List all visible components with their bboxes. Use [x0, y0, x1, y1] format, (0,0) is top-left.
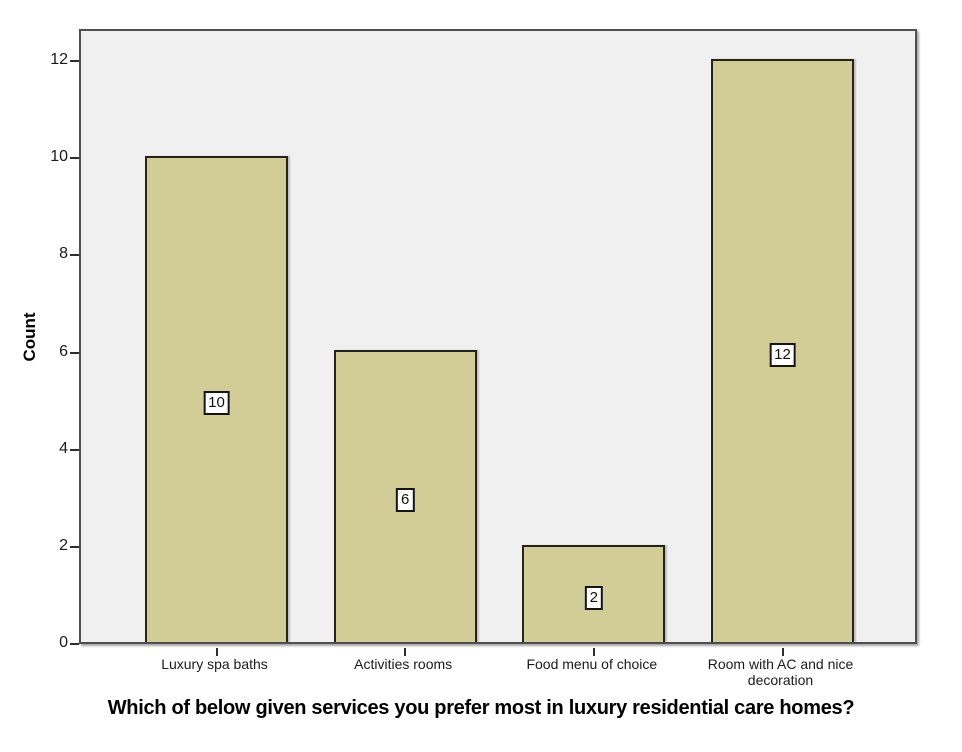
category-label: Room with AC and nice decoration [707, 656, 854, 688]
y-tick-mark [70, 157, 79, 160]
y-tick-mark [70, 448, 79, 451]
category-label: Luxury spa baths [161, 656, 268, 672]
y-tick-mark [70, 643, 79, 645]
y-tick-label: 12 [50, 51, 68, 68]
y-tick-mark [70, 60, 79, 62]
y-tick-label: 2 [59, 536, 68, 554]
category-label: Activities rooms [354, 656, 453, 672]
x-tick-mark [404, 648, 407, 656]
bar-value-label: 2 [584, 585, 603, 610]
y-tick-label: 10 [50, 148, 68, 166]
chart-title: Which of below given services you prefer… [107, 697, 855, 719]
x-tick-mark [592, 648, 595, 656]
y-tick-mark [70, 351, 79, 354]
x-tick-mark [215, 648, 218, 656]
y-tick-label: 6 [59, 342, 68, 360]
bar-value-label: 10 [203, 391, 230, 415]
plot-area: 10 6 2 12 [70, 29, 917, 656]
y-tick-label: 8 [59, 245, 68, 263]
bar-value-label: 6 [395, 488, 415, 512]
y-tick-mark [70, 545, 79, 548]
y-tick-label: 4 [59, 439, 68, 457]
x-tick-mark [781, 648, 784, 656]
category-label: Food menu of choice [526, 656, 658, 672]
bar-value-label: 12 [769, 342, 796, 367]
y-tick-mark [70, 254, 79, 257]
y-tick-label: 0 [59, 634, 68, 651]
